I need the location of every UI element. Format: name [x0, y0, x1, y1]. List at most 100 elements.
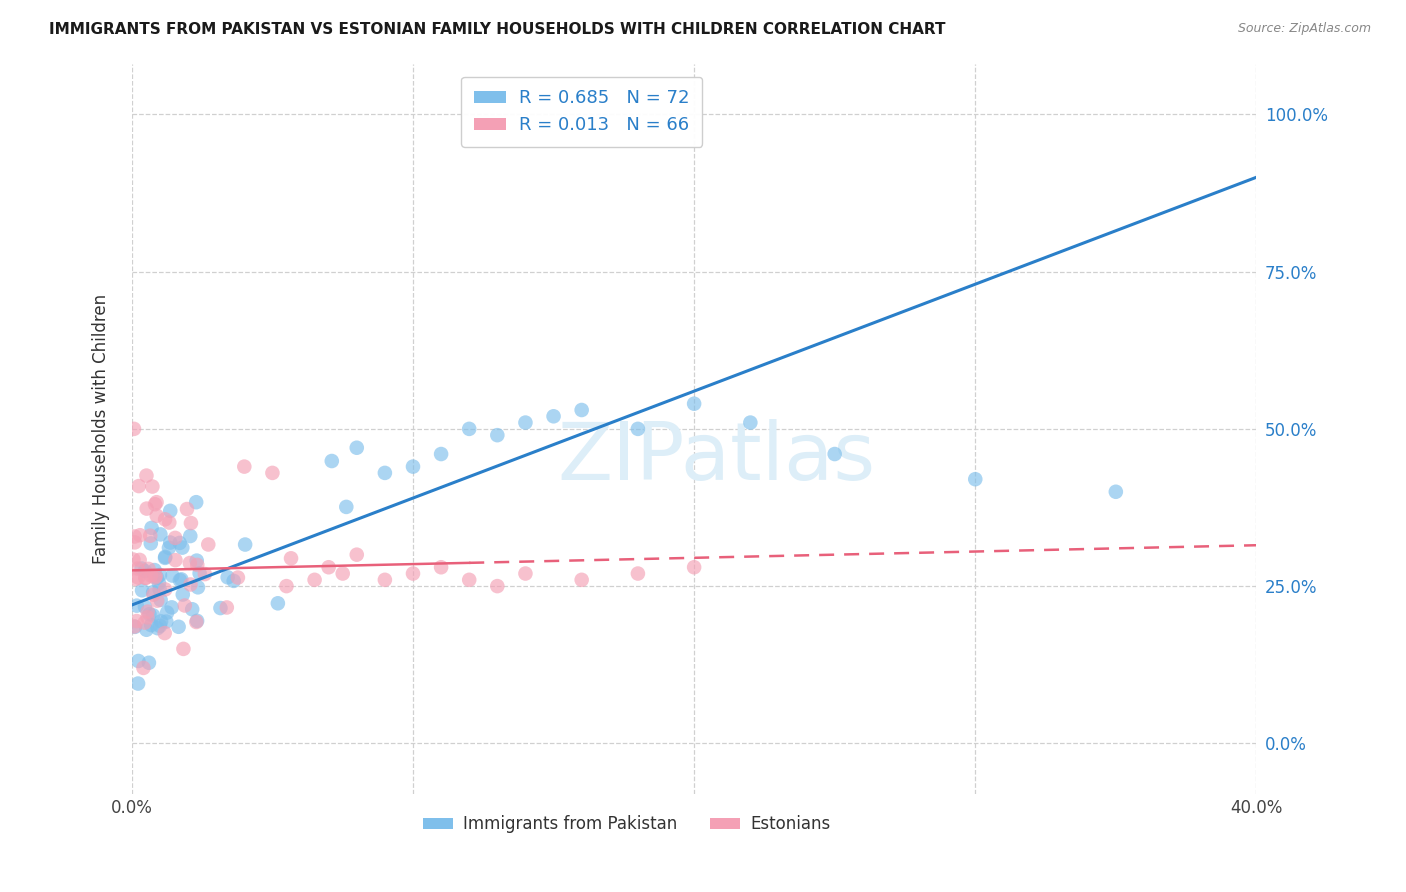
Estonians: [233, 459, 256, 474]
Immigrants from Pakistan: [186, 495, 208, 509]
Estonians: [125, 614, 148, 628]
Estonians: [262, 466, 284, 480]
Estonians: [179, 556, 201, 570]
Estonians: [173, 599, 195, 613]
Immigrants from Pakistan: [135, 623, 157, 637]
Estonians: [122, 422, 145, 436]
Estonians: [346, 548, 368, 562]
Estonians: [134, 571, 156, 585]
Immigrants from Pakistan: [141, 618, 163, 632]
Estonians: [124, 535, 146, 549]
Estonians: [318, 560, 340, 574]
Immigrants from Pakistan: [683, 397, 706, 411]
Estonians: [176, 502, 198, 516]
Immigrants from Pakistan: [222, 574, 245, 588]
Immigrants from Pakistan: [127, 676, 149, 690]
Estonians: [139, 529, 162, 543]
Immigrants from Pakistan: [267, 596, 290, 610]
Immigrants from Pakistan: [233, 537, 256, 551]
Estonians: [197, 537, 219, 551]
Immigrants from Pakistan: [824, 447, 846, 461]
Immigrants from Pakistan: [571, 403, 593, 417]
Estonians: [180, 516, 202, 530]
Estonians: [132, 661, 155, 675]
Immigrants from Pakistan: [217, 570, 239, 584]
Estonians: [141, 479, 163, 493]
Immigrants from Pakistan: [374, 466, 396, 480]
Immigrants from Pakistan: [458, 422, 481, 436]
Immigrants from Pakistan: [335, 500, 357, 514]
Estonians: [145, 569, 167, 583]
Estonians: [571, 573, 593, 587]
Estonians: [128, 479, 150, 493]
Y-axis label: Family Households with Children: Family Households with Children: [93, 293, 110, 564]
Immigrants from Pakistan: [430, 447, 453, 461]
Estonians: [143, 497, 166, 511]
Immigrants from Pakistan: [125, 599, 148, 613]
Immigrants from Pakistan: [486, 428, 509, 442]
Immigrants from Pakistan: [167, 620, 190, 634]
Immigrants from Pakistan: [143, 563, 166, 577]
Estonians: [125, 572, 148, 586]
Immigrants from Pakistan: [515, 416, 537, 430]
Immigrants from Pakistan: [148, 576, 170, 591]
Estonians: [153, 512, 176, 526]
Estonians: [135, 468, 157, 483]
Immigrants from Pakistan: [179, 529, 201, 543]
Estonians: [226, 570, 249, 584]
Estonians: [134, 615, 156, 630]
Estonians: [332, 566, 354, 581]
Estonians: [143, 570, 166, 584]
Estonians: [430, 560, 453, 574]
Estonians: [172, 641, 194, 656]
Estonians: [515, 566, 537, 581]
Text: Source: ZipAtlas.com: Source: ZipAtlas.com: [1237, 22, 1371, 36]
Immigrants from Pakistan: [146, 621, 169, 635]
Immigrants from Pakistan: [141, 521, 163, 535]
Immigrants from Pakistan: [346, 441, 368, 455]
Immigrants from Pakistan: [186, 614, 208, 628]
Estonians: [129, 528, 152, 542]
Immigrants from Pakistan: [187, 580, 209, 594]
Immigrants from Pakistan: [149, 527, 172, 541]
Immigrants from Pakistan: [965, 472, 987, 486]
Estonians: [165, 553, 187, 567]
Estonians: [627, 566, 650, 581]
Estonians: [374, 573, 396, 587]
Immigrants from Pakistan: [402, 459, 425, 474]
Immigrants from Pakistan: [149, 593, 172, 607]
Immigrants from Pakistan: [740, 416, 762, 430]
Immigrants from Pakistan: [138, 656, 160, 670]
Immigrants from Pakistan: [153, 550, 176, 565]
Estonians: [122, 552, 145, 566]
Estonians: [157, 516, 180, 530]
Estonians: [165, 531, 187, 545]
Immigrants from Pakistan: [156, 606, 179, 620]
Estonians: [136, 605, 159, 619]
Text: ZIPatlas: ZIPatlas: [558, 419, 876, 497]
Estonians: [304, 573, 326, 587]
Estonians: [280, 551, 302, 566]
Immigrants from Pakistan: [155, 549, 177, 564]
Estonians: [486, 579, 509, 593]
Text: IMMIGRANTS FROM PAKISTAN VS ESTONIAN FAMILY HOUSEHOLDS WITH CHILDREN CORRELATION: IMMIGRANTS FROM PAKISTAN VS ESTONIAN FAM…: [49, 22, 946, 37]
Estonians: [124, 529, 146, 543]
Immigrants from Pakistan: [159, 504, 181, 518]
Estonians: [683, 560, 706, 574]
Immigrants from Pakistan: [162, 568, 184, 582]
Immigrants from Pakistan: [124, 620, 146, 634]
Estonians: [127, 570, 149, 584]
Immigrants from Pakistan: [149, 582, 172, 597]
Estonians: [146, 593, 169, 607]
Estonians: [186, 558, 208, 572]
Estonians: [186, 615, 208, 629]
Immigrants from Pakistan: [1105, 484, 1128, 499]
Estonians: [145, 495, 167, 509]
Estonians: [194, 567, 217, 582]
Estonians: [155, 582, 177, 597]
Immigrants from Pakistan: [157, 541, 180, 555]
Immigrants from Pakistan: [142, 608, 165, 623]
Estonians: [135, 571, 157, 585]
Estonians: [153, 626, 176, 640]
Estonians: [215, 600, 238, 615]
